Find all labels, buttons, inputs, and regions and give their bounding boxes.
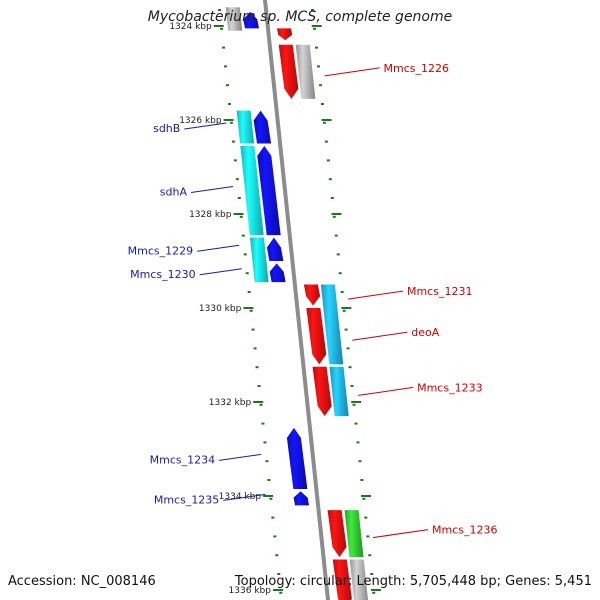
gene-feature <box>332 559 352 600</box>
gene-feature <box>249 237 269 283</box>
gene-feature <box>253 110 272 144</box>
gene-label-leader <box>184 122 227 130</box>
gene-label: sdhB <box>153 122 180 135</box>
gene-label: Mmcs_1229 <box>128 244 193 257</box>
gene-label: sdhA <box>160 186 188 199</box>
gene-feature <box>243 11 259 29</box>
gene-label-leader <box>372 529 429 539</box>
scale-label: 1334 kbp <box>219 492 262 502</box>
gene-feature <box>306 308 327 365</box>
scale-label: 1328 kbp <box>189 210 232 220</box>
scale-label: 1336 kbp <box>229 586 272 596</box>
gene-label: Mmcs_1234 <box>150 453 215 466</box>
accession-text: Accession: NC_008146 <box>8 574 156 589</box>
gene-label-leader <box>190 186 234 193</box>
gene-feature <box>286 427 308 489</box>
map-title: Mycobacterium sp. MCS, complete genome <box>147 9 453 25</box>
gene-label: Mmcs_1235 <box>154 493 219 506</box>
gene-feature <box>295 44 316 99</box>
gene-label: Mmcs_1226 <box>384 62 449 75</box>
scale-label: 1332 kbp <box>209 398 252 408</box>
gene-label: deoA <box>411 326 439 339</box>
gene-feature <box>327 510 347 558</box>
genome-summary-text: Topology: circular; Length: 5,705,448 bp… <box>234 574 592 589</box>
gene-feature <box>349 559 369 600</box>
gene-feature <box>278 44 299 99</box>
gene-label-leader <box>352 331 408 341</box>
gene-label-leader <box>197 244 240 252</box>
gene-feature <box>276 28 293 41</box>
gene-feature <box>303 284 321 306</box>
gene-label-leader <box>219 453 262 461</box>
gene-feature <box>293 491 310 506</box>
gene-feature <box>225 7 243 31</box>
gene-feature <box>320 284 344 365</box>
gene-feature <box>240 145 264 236</box>
gene-feature <box>269 263 286 283</box>
gene-label: Mmcs_1230 <box>130 268 195 281</box>
scale-label: 1330 kbp <box>199 304 242 314</box>
genome-backbone <box>262 0 331 600</box>
gene-feature <box>266 237 284 261</box>
gene-label-leader <box>223 493 266 501</box>
gene-label: Mmcs_1233 <box>417 381 482 394</box>
gene-feature <box>344 510 364 558</box>
gene-label-leader <box>199 268 242 276</box>
gene-label-leader <box>347 290 404 300</box>
scale-label: 1326 kbp <box>179 116 222 126</box>
gene-label: Mmcs_1231 <box>407 285 472 298</box>
gene-feature <box>257 145 281 236</box>
gene-label: Mmcs_1236 <box>432 524 497 537</box>
scale-label: 1324 kbp <box>169 22 212 32</box>
gene-label-leader <box>324 67 380 77</box>
gene-feature <box>236 110 255 144</box>
gene-feature <box>329 366 349 417</box>
gene-label-leader <box>358 386 414 396</box>
gene-feature <box>312 366 332 417</box>
